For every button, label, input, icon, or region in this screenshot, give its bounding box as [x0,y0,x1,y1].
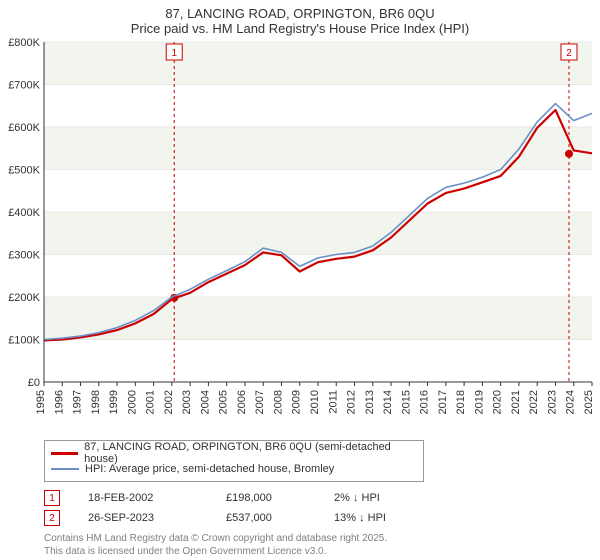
chart-area: £0 £100K £200K £300K £400K £500K £600K £700K £80… [0,38,600,436]
svg-text:£700K: £700K [8,80,40,92]
legend-label: 87, LANCING ROAD, ORPINGTON, BR6 0QU (se… [84,441,417,465]
legend: 87, LANCING ROAD, ORPINGTON, BR6 0QU (se… [44,440,424,482]
table-row: 2 26-SEP-2023 £537,000 13% ↓ HPI [44,508,592,528]
svg-text:£100K: £100K [8,335,40,347]
table-row: 1 18-FEB-2002 £198,000 2% ↓ HPI [44,488,592,508]
marker-chip: 2 [44,510,60,526]
svg-text:1995: 1995 [35,390,47,414]
legend-item: 87, LANCING ROAD, ORPINGTON, BR6 0QU (se… [51,445,417,461]
svg-text:2018: 2018 [455,390,467,414]
line-chart-svg: £0 £100K £200K £300K £400K £500K £600K £700K £80… [0,38,600,436]
svg-text:£200K: £200K [8,292,40,304]
svg-text:2010: 2010 [309,390,321,414]
svg-text:2019: 2019 [473,390,485,414]
transaction-date: 26-SEP-2023 [88,512,198,524]
svg-text:2001: 2001 [145,390,157,414]
svg-text:2012: 2012 [346,390,358,414]
transaction-delta: 2% ↓ HPI [334,492,444,504]
footer-line-1: Contains HM Land Registry data © Crown c… [44,532,592,545]
title-line-2: Price paid vs. HM Land Registry's House … [0,21,600,36]
svg-text:£600K: £600K [8,122,40,134]
svg-text:£800K: £800K [8,38,40,49]
transaction-delta: 13% ↓ HPI [334,512,444,524]
svg-text:1997: 1997 [72,390,84,414]
footer-line-2: This data is licensed under the Open Gov… [44,545,592,558]
title-line-1: 87, LANCING ROAD, ORPINGTON, BR6 0QU [0,6,600,21]
legend-swatch [51,468,79,470]
transactions-table: 1 18-FEB-2002 £198,000 2% ↓ HPI 2 26-SEP… [44,488,592,528]
svg-text:2017: 2017 [437,390,449,414]
svg-text:£300K: £300K [8,250,40,262]
svg-text:2002: 2002 [163,390,175,414]
svg-text:1999: 1999 [108,390,120,414]
svg-text:2011: 2011 [327,390,339,414]
svg-text:2: 2 [566,48,572,59]
transaction-price: £198,000 [226,492,306,504]
svg-text:2004: 2004 [199,390,211,414]
svg-text:2025: 2025 [583,390,595,414]
svg-text:2007: 2007 [254,390,266,414]
transaction-date: 18-FEB-2002 [88,492,198,504]
svg-text:£400K: £400K [8,207,40,219]
transaction-price: £537,000 [226,512,306,524]
legend-swatch [51,452,78,455]
marker-chip: 1 [44,490,60,506]
svg-text:2003: 2003 [181,390,193,414]
svg-text:£0: £0 [28,377,40,389]
svg-text:2023: 2023 [546,390,558,414]
svg-text:2015: 2015 [400,390,412,414]
svg-text:2014: 2014 [382,390,394,414]
chart-title: 87, LANCING ROAD, ORPINGTON, BR6 0QU Pri… [0,0,600,38]
svg-text:2021: 2021 [510,390,522,414]
svg-text:2022: 2022 [528,390,540,414]
footer-attribution: Contains HM Land Registry data © Crown c… [44,532,592,558]
svg-text:2005: 2005 [218,390,230,414]
svg-text:2020: 2020 [492,390,504,414]
svg-text:2013: 2013 [364,390,376,414]
svg-text:1996: 1996 [53,390,65,414]
svg-text:2006: 2006 [236,390,248,414]
svg-text:2008: 2008 [272,390,284,414]
svg-text:2024: 2024 [565,390,577,414]
svg-text:£500K: £500K [8,165,40,177]
legend-label: HPI: Average price, semi-detached house,… [85,463,334,475]
svg-text:1998: 1998 [90,390,102,414]
svg-text:1: 1 [171,48,177,59]
svg-text:2009: 2009 [291,390,303,414]
svg-text:2016: 2016 [419,390,431,414]
svg-text:2000: 2000 [126,390,138,414]
